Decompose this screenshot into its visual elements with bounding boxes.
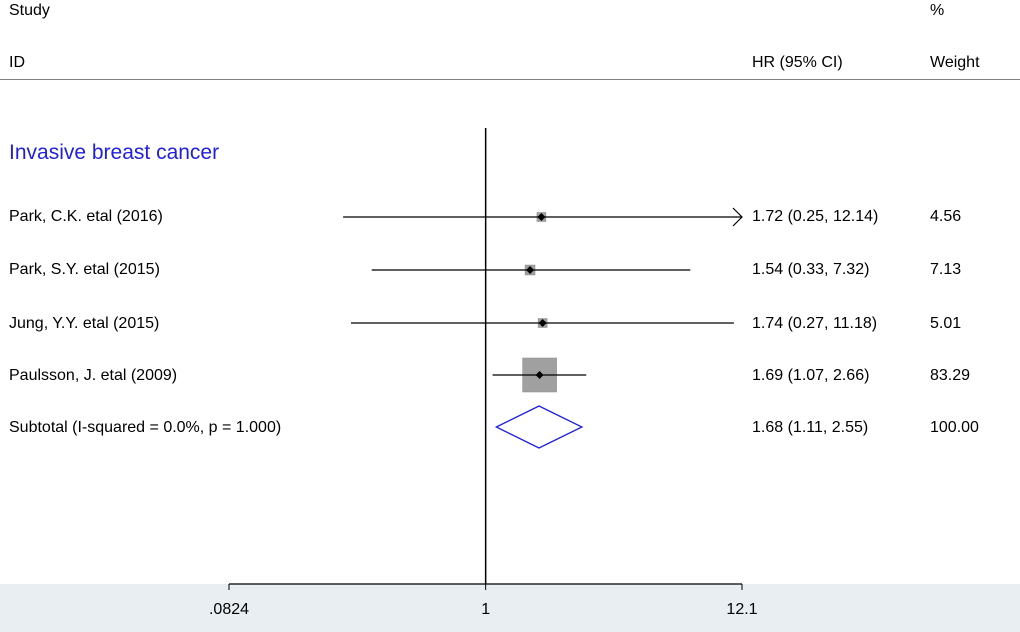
study-point-estimate bbox=[537, 213, 546, 221]
study-label: Jung, Y.Y. etal (2015) bbox=[9, 315, 160, 332]
subtotal-label: Subtotal (I-squared = 0.0%, p = 1.000) bbox=[9, 419, 282, 436]
header-divider bbox=[0, 79, 1020, 80]
study-point-estimate bbox=[535, 371, 544, 379]
weight-column-header: Weight bbox=[930, 54, 980, 71]
study-weight: 4.56 bbox=[930, 208, 962, 225]
study-ci-text: 1.72 (0.25, 12.14) bbox=[752, 208, 879, 225]
study-weight: 7.13 bbox=[930, 261, 962, 278]
axis-band bbox=[0, 584, 1020, 632]
study-ci-text: 1.74 (0.27, 11.18) bbox=[752, 315, 878, 332]
percent-column-header: % bbox=[930, 2, 945, 19]
x-tick-label: .0824 bbox=[209, 601, 249, 618]
id-column-header: ID bbox=[9, 54, 25, 71]
study-label: Park, S.Y. etal (2015) bbox=[9, 261, 160, 278]
x-tick-label: 12.1 bbox=[726, 601, 757, 618]
group-title: Invasive breast cancer bbox=[9, 141, 220, 164]
subtotal-ci-text: 1.68 (1.11, 2.55) bbox=[752, 419, 869, 436]
study-point-estimate bbox=[538, 319, 547, 327]
hr-ci-column-header: HR (95% CI) bbox=[752, 54, 843, 71]
ci-arrow-icon bbox=[732, 207, 743, 227]
study-label: Park, C.K. etal (2016) bbox=[9, 208, 163, 225]
study-ci-text: 1.54 (0.33, 7.32) bbox=[752, 261, 870, 278]
study-ci-text: 1.69 (1.07, 2.66) bbox=[752, 367, 870, 384]
study-point-estimate bbox=[526, 266, 535, 274]
study-weight: 5.01 bbox=[930, 315, 962, 332]
study-label: Paulsson, J. etal (2009) bbox=[9, 367, 178, 384]
study-column-header: Study bbox=[9, 2, 50, 19]
x-tick-label: 1 bbox=[481, 601, 490, 618]
study-weight: 83.29 bbox=[930, 367, 971, 384]
subtotal-weight: 100.00 bbox=[930, 419, 979, 436]
subtotal-diamond bbox=[494, 405, 584, 449]
